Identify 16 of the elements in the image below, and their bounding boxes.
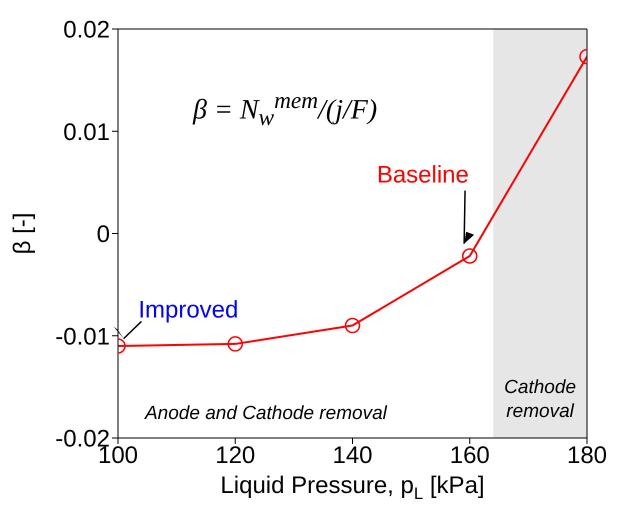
y-axis-title: β [-] — [9, 212, 36, 254]
x-tick-label: 180 — [566, 442, 608, 470]
band-label: Cathode removal — [504, 377, 576, 422]
y-tick-label: 0 — [96, 221, 110, 248]
x-tick-label: 120 — [215, 442, 256, 470]
x-tick-label: 140 — [332, 442, 373, 470]
y-tick-label: -0.01 — [55, 323, 110, 350]
y-tick-label: 0.02 — [63, 16, 110, 44]
annotation: Anode and Cathode removal — [145, 403, 387, 425]
annotation: Improved — [138, 296, 238, 324]
y-tick-label: 0.01 — [63, 118, 110, 146]
annotation: β = N$_{w}$$^{mem}$/(j/F) — [193, 88, 378, 132]
x-axis-title: Liquid Pressure, p$_{L}$ [kPa] — [220, 472, 485, 503]
x-tick-label: 160 — [450, 442, 490, 470]
point — [344, 318, 360, 334]
annotation: Baseline — [376, 162, 469, 189]
